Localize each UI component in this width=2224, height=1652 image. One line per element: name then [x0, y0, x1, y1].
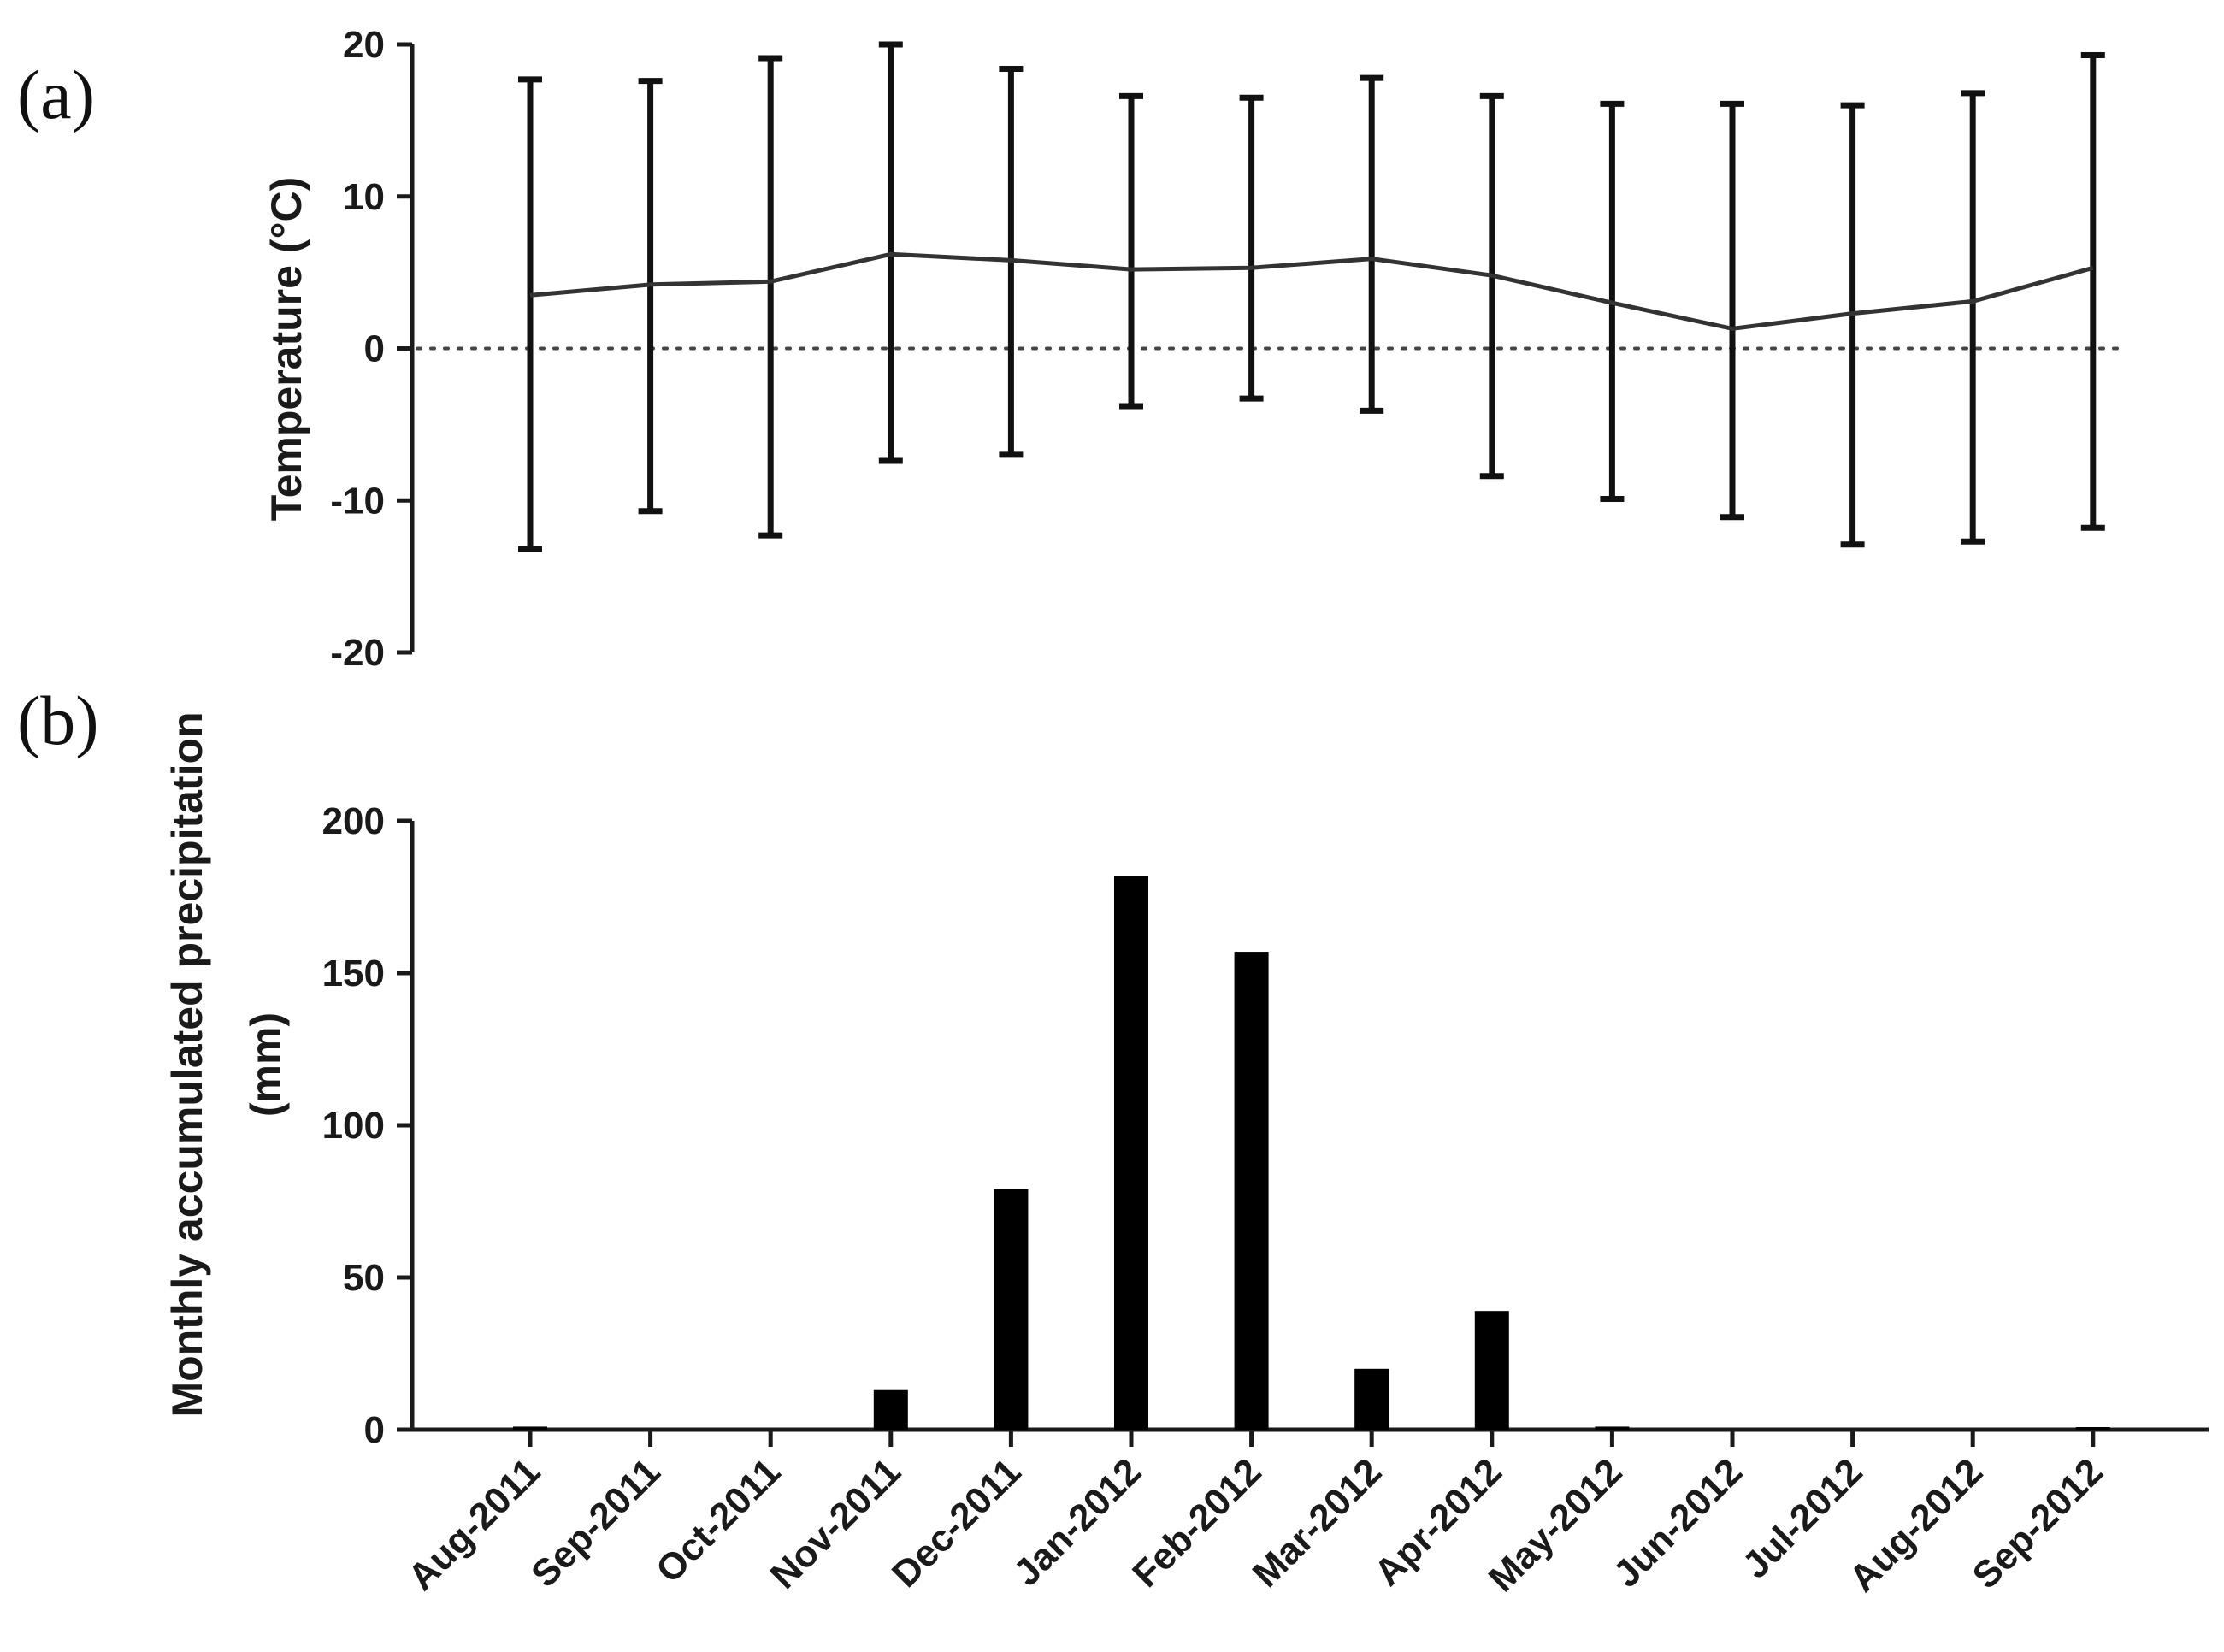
temperature-y-ticks: 20 10 0 -10 -20 [330, 24, 412, 674]
temperature-y-tick-label: 0 [364, 328, 385, 370]
temperature-y-tick-label: -10 [330, 480, 385, 522]
precipitation-y-tick-label: 100 [322, 1105, 385, 1147]
temperature-y-tick-label: 20 [343, 24, 385, 66]
precipitation-y-tick-label: 0 [364, 1409, 385, 1451]
precipitation-bar [873, 1389, 908, 1430]
temperature-y-tick-label: -20 [330, 632, 385, 674]
temperature-chart: 20 10 0 -10 -20 Temperature (°C) [263, 24, 2122, 674]
error-bar [1720, 100, 1744, 521]
month-label: Nov-2011 [763, 1450, 909, 1596]
temperature-y-axis-title: Temperature (°C) [263, 177, 310, 521]
precipitation-y-tick-label: 200 [322, 800, 385, 842]
error-bar [518, 76, 542, 552]
precipitation-bars [513, 876, 2110, 1430]
precipitation-bar [1114, 876, 1148, 1430]
error-bar [638, 78, 663, 515]
panel-a-label: (a) [17, 56, 95, 133]
precipitation-bar [1234, 952, 1269, 1430]
month-label: Jun-2012 [1606, 1450, 1751, 1596]
error-bar [1239, 94, 1264, 402]
month-label: Aug-2011 [400, 1450, 548, 1598]
month-label: Mar-2012 [1245, 1450, 1390, 1596]
month-label: Aug-2012 [1842, 1450, 1991, 1600]
month-label: Sep-2011 [523, 1450, 669, 1596]
error-bar [1360, 74, 1384, 414]
month-label: Dec-2011 [884, 1450, 1029, 1596]
error-bar [758, 55, 783, 539]
precipitation-bar [513, 1426, 547, 1430]
precipitation-y-tick-label: 150 [322, 953, 385, 994]
precipitation-bar [1474, 1311, 1509, 1430]
precipitation-bar [2075, 1427, 2110, 1430]
precipitation-x-ticks: Aug-2011Sep-2011Oct-2011Nov-2011Dec-2011… [400, 1430, 2111, 1600]
precipitation-y-axis-title-line2: (mm) [242, 1012, 290, 1117]
panel-b-label: (b) [17, 681, 99, 759]
precipitation-bar [994, 1189, 1029, 1430]
precipitation-y-ticks: 200 150 100 50 0 [322, 800, 412, 1451]
error-bar [2080, 51, 2105, 531]
month-label: Sep-2012 [1965, 1450, 2111, 1596]
temperature-error-bars [518, 41, 2105, 552]
mean-temperature-line [529, 251, 2094, 331]
month-label: May-2012 [1481, 1450, 1631, 1600]
precipitation-chart: 200 150 100 50 0 Aug-2011Sep-2011Oct-2011Nov… [163, 711, 2209, 1600]
month-label: Jan-2012 [1006, 1450, 1149, 1594]
precipitation-bar [1354, 1368, 1389, 1430]
precipitation-bar [1595, 1426, 1630, 1430]
error-bar [1961, 90, 1985, 545]
error-bar [1840, 102, 1865, 548]
month-label: Feb-2012 [1124, 1450, 1270, 1596]
precipitation-y-axis-title-line1: Monthly accumulated precipitation [163, 711, 211, 1417]
error-bar [1479, 92, 1504, 480]
error-bar [1119, 92, 1143, 410]
temperature-y-tick-label: 10 [343, 176, 385, 218]
precipitation-y-tick-label: 50 [343, 1257, 385, 1299]
